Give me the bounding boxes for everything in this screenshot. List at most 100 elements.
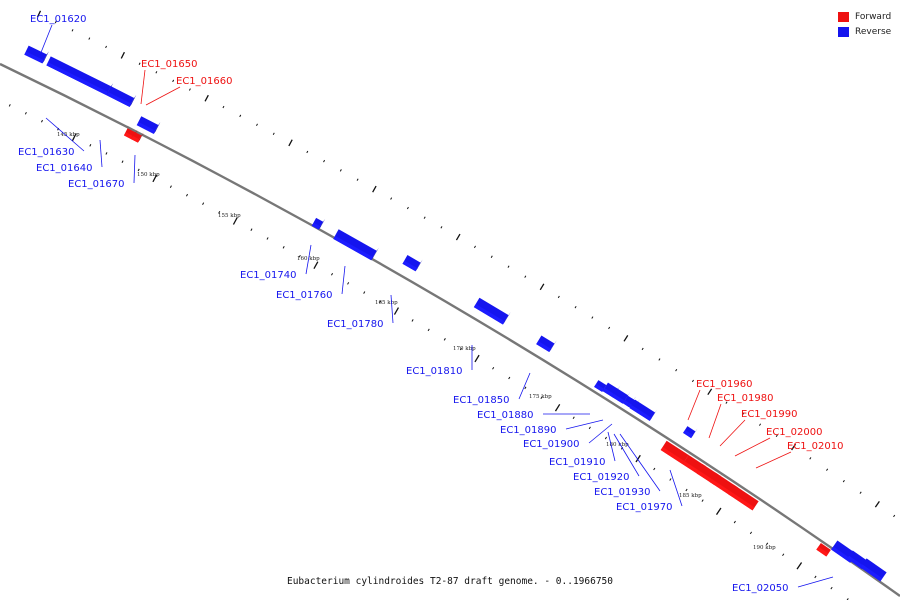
minor-tick-inner: [390, 197, 393, 200]
minor-tick-inner: [524, 275, 527, 278]
gene-label-ec1-01850[interactable]: EC1_01850: [453, 395, 509, 406]
gene-label-ec1-01810[interactable]: EC1_01810: [406, 366, 462, 377]
gene-label-ec1-01780[interactable]: EC1_01780: [327, 319, 383, 330]
major-tick-inner: [204, 94, 209, 102]
major-tick-outer: [554, 403, 561, 412]
minor-tick-outer: [830, 586, 833, 590]
gene-label-ec1-01990[interactable]: EC1_01990: [741, 409, 797, 420]
major-tick-outer: [635, 454, 641, 463]
minor-tick-inner: [893, 514, 896, 518]
gene-label-ec1-01960[interactable]: EC1_01960: [696, 379, 752, 390]
gene-label-ec1-01970[interactable]: EC1_01970: [616, 502, 672, 513]
gene-label-ec1-02010[interactable]: EC1_02010: [787, 441, 843, 452]
tick-label: 185 kbp: [679, 493, 702, 499]
minor-tick-inner: [641, 347, 644, 351]
gene-label-ec1-01760[interactable]: EC1_01760: [276, 290, 332, 301]
major-tick-inner: [874, 501, 880, 508]
minor-tick-outer: [572, 416, 575, 420]
minor-tick-inner: [188, 88, 191, 91]
minor-tick-outer: [653, 467, 656, 471]
genome-backbone: [0, 62, 900, 597]
minor-tick-outer: [782, 553, 785, 557]
gene-label-ec1-01900[interactable]: EC1_01900: [523, 439, 579, 450]
minor-tick-outer: [330, 272, 334, 276]
minor-tick-inner: [557, 295, 560, 299]
major-tick-inner: [372, 185, 377, 193]
gene-features: [24, 45, 889, 582]
minor-tick-outer: [89, 144, 92, 147]
minor-tick-outer: [492, 366, 495, 370]
minor-tick-outer: [814, 575, 817, 579]
gene-label-ec1-01890[interactable]: EC1_01890: [500, 425, 556, 436]
minor-tick-inner: [54, 20, 57, 24]
minor-tick-inner: [306, 150, 309, 154]
legend-forward-label: Forward: [855, 11, 892, 22]
minor-tick-inner: [574, 306, 577, 309]
gene-label-ec1-01740[interactable]: EC1_01740: [240, 270, 296, 281]
major-tick-outer: [474, 354, 480, 363]
legend-reverse-label: Reverse: [855, 26, 892, 37]
gene-label-ec1-01920[interactable]: EC1_01920: [573, 472, 629, 483]
minor-tick-inner: [658, 358, 661, 361]
minor-tick-inner: [138, 62, 141, 65]
minor-tick-outer: [8, 104, 11, 107]
legend-forward: Forward: [838, 9, 891, 24]
tick-label: 180 kbp: [606, 442, 629, 448]
major-tick-outer: [232, 217, 238, 225]
leader-line: [687, 389, 701, 421]
leader-line: [588, 423, 613, 444]
gene-ec1-02010: [727, 484, 761, 511]
gene-ec1-01970: [683, 426, 698, 439]
minor-tick-outer: [749, 531, 753, 535]
gene-ec1-01640: [106, 86, 137, 107]
leader-line: [755, 451, 792, 469]
leader-line: [390, 294, 394, 324]
tick-label: 150 kbp: [137, 172, 160, 178]
genome-caption: Eubacterium cylindroides T2-87 draft gen…: [286, 576, 613, 587]
minor-tick-outer: [701, 499, 704, 502]
leader-line: [708, 403, 722, 439]
minor-tick-outer: [298, 254, 301, 258]
minor-tick-outer: [363, 291, 366, 294]
gene-label-ec1-01650[interactable]: EC1_01650: [141, 59, 197, 70]
gene-label-ec1-01910[interactable]: EC1_01910: [549, 457, 605, 468]
minor-tick-outer: [588, 426, 591, 430]
gene-label-ec1-02000[interactable]: EC1_02000: [766, 427, 822, 438]
legend-reverse: Reverse: [838, 24, 891, 39]
minor-tick-inner: [222, 105, 225, 109]
minor-tick-outer: [185, 193, 189, 197]
major-tick-outer: [715, 507, 722, 516]
gene-label-ec1-01630[interactable]: EC1_01630: [18, 147, 74, 158]
gene-label-ec1-01980[interactable]: EC1_01980: [717, 393, 773, 404]
gene-label-ec1-02050[interactable]: EC1_02050: [732, 583, 788, 594]
leader-line: [613, 433, 640, 477]
legend-forward-swatch: [838, 11, 849, 22]
gene-label-ec1-01620[interactable]: EC1_01620: [30, 14, 86, 25]
leader-line: [341, 265, 346, 295]
minor-tick-outer: [24, 111, 27, 115]
gene-label-ec1-01930[interactable]: EC1_01930: [594, 487, 650, 498]
major-tick-inner: [539, 283, 545, 291]
gene-ec1-01760: [333, 229, 379, 261]
minor-tick-outer: [121, 160, 124, 163]
gene-label-ec1-01880[interactable]: EC1_01880: [477, 410, 533, 421]
gene-ec1-01630: [46, 56, 114, 96]
major-tick-inner: [455, 233, 461, 241]
gene-label-ec1-01640[interactable]: EC1_01640: [36, 163, 92, 174]
minor-tick-outer: [669, 478, 672, 481]
leader-line: [99, 139, 103, 168]
legend-reverse-swatch: [838, 26, 849, 37]
minor-tick-inner: [473, 245, 476, 249]
minor-tick-outer: [169, 185, 172, 189]
leader-line: [607, 431, 616, 462]
minor-tick-outer: [459, 347, 462, 351]
leader-line: [145, 86, 181, 106]
minor-tick-outer: [137, 168, 140, 172]
gene-label-ec1-01660[interactable]: EC1_01660: [176, 76, 232, 87]
minor-tick-inner: [339, 169, 342, 172]
minor-tick-inner: [71, 29, 74, 32]
minor-tick-outer: [250, 228, 253, 231]
gene-label-ec1-01670[interactable]: EC1_01670: [68, 179, 124, 190]
